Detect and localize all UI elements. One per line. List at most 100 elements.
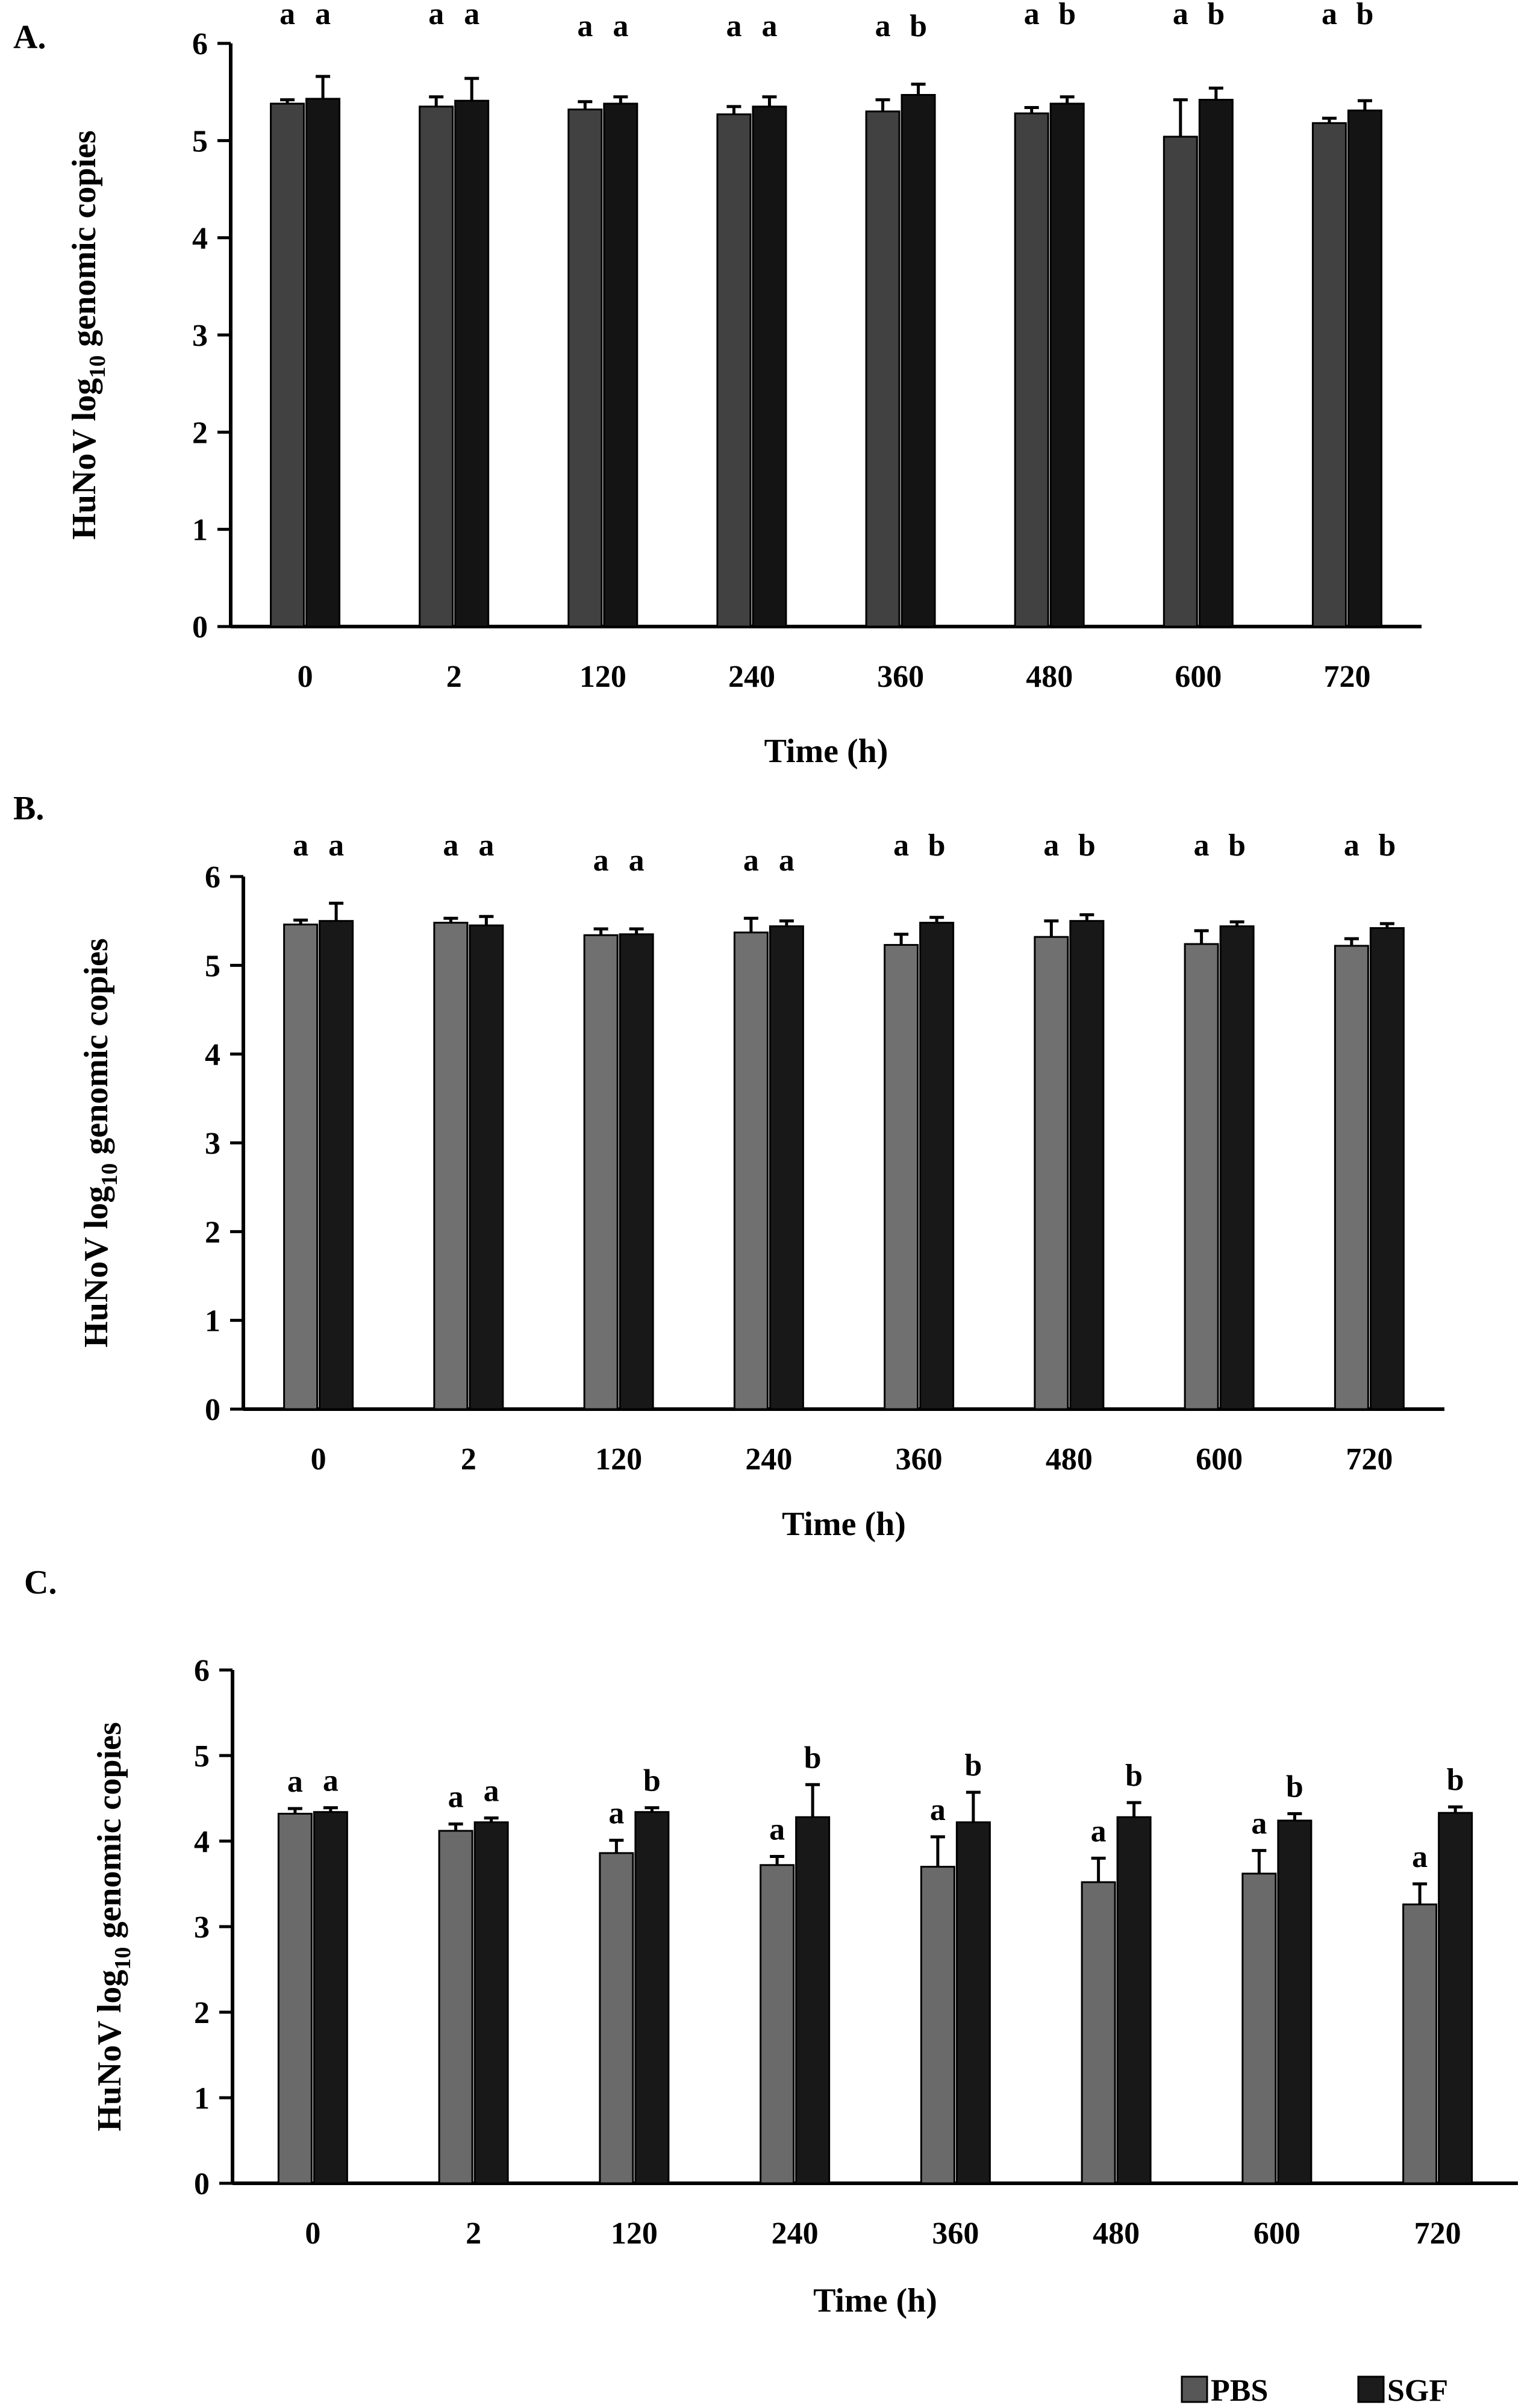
bar-pbs xyxy=(270,102,305,628)
significance-letter: a xyxy=(577,9,593,43)
bar-sgf xyxy=(1438,1812,1473,2184)
significance-letter: b xyxy=(1207,0,1225,31)
bar-sgf xyxy=(919,922,955,1410)
legend: PBS SGF xyxy=(1181,2374,1448,2408)
x-tick-label: 720 xyxy=(1323,660,1370,694)
bar-pbs xyxy=(733,931,769,1410)
significance-letter: a xyxy=(893,828,909,863)
x-tick-label: 480 xyxy=(1093,2216,1140,2251)
significance-letter: b xyxy=(643,1764,661,1798)
y-tick-label: 3 xyxy=(192,319,208,353)
panel-label: A. xyxy=(13,19,46,56)
bar-pbs xyxy=(438,1830,473,2184)
legend-label-sgf: SGF xyxy=(1387,2374,1448,2408)
significance-letter: a xyxy=(613,9,628,43)
bar-pbs xyxy=(283,924,319,1410)
bar-sgf xyxy=(795,1816,831,2184)
significance-letter: a xyxy=(1412,1840,1428,1874)
bar-pbs xyxy=(433,922,469,1410)
x-tick-label: 240 xyxy=(772,2216,819,2251)
x-tick-label: 0 xyxy=(305,2216,320,2251)
bar-pbs xyxy=(1014,112,1049,628)
y-tick-label: 1 xyxy=(192,513,208,548)
y-axis-title: HuNoV log10 genomic copies xyxy=(78,938,122,1347)
significance-letter: a xyxy=(1322,0,1337,31)
significance-letter: b xyxy=(1058,0,1076,31)
significance-letter: a xyxy=(779,843,794,878)
bar-pbs xyxy=(1311,122,1347,628)
significance-letter: a xyxy=(930,1793,946,1827)
x-tick-label: 360 xyxy=(896,1442,943,1477)
y-tick-label: 4 xyxy=(194,1825,210,1859)
significance-letter: b xyxy=(1447,1763,1464,1797)
x-tick-label: 2 xyxy=(446,660,462,694)
legend-swatch-sgf xyxy=(1357,2375,1385,2403)
x-tick-label: 120 xyxy=(595,1442,642,1477)
significance-letter: a xyxy=(328,828,344,863)
bar-pbs xyxy=(716,113,752,628)
y-tick-label: 1 xyxy=(205,1304,220,1339)
bar-sgf xyxy=(1277,1819,1313,2184)
bar-sgf xyxy=(769,925,804,1410)
significance-letter: a xyxy=(1194,828,1210,863)
bar-pbs xyxy=(1402,1903,1438,2184)
significance-letter: b xyxy=(1378,828,1396,863)
x-tick-label: 2 xyxy=(461,1442,476,1477)
y-axis-title: HuNoV log10 genomic copies xyxy=(91,1722,136,2131)
significance-letter: a xyxy=(279,0,295,31)
x-tick-label: 0 xyxy=(298,660,313,694)
bar-sgf xyxy=(634,1811,670,2184)
x-axis-title: Time (h) xyxy=(764,733,888,770)
y-tick-label: 5 xyxy=(205,949,220,983)
significance-letter: a xyxy=(428,0,444,31)
bar-sgf xyxy=(313,1811,348,2184)
bar-pbs xyxy=(1081,1881,1116,2184)
x-tick-label: 600 xyxy=(1175,660,1222,694)
significance-letter: b xyxy=(964,1748,982,1783)
bar-sgf xyxy=(1219,925,1255,1410)
panel-label: C. xyxy=(24,1564,57,1601)
x-tick-label: 600 xyxy=(1196,1442,1243,1477)
bar-pbs xyxy=(865,110,901,628)
x-tick-label: 720 xyxy=(1346,1442,1393,1477)
x-axis-title: Time (h) xyxy=(782,1506,906,1543)
bar-sgf xyxy=(752,105,787,628)
bar-sgf xyxy=(319,920,354,1410)
y-tick-label: 0 xyxy=(192,610,208,645)
significance-letter: b xyxy=(1356,0,1373,31)
bar-sgf xyxy=(1049,102,1085,628)
y-tick-label: 5 xyxy=(194,1739,210,1774)
significance-letter: a xyxy=(769,1813,785,1847)
bar-pbs xyxy=(599,1852,634,2184)
significance-letter: b xyxy=(1125,1759,1143,1793)
x-tick-label: 2 xyxy=(466,2216,481,2251)
x-tick-label: 120 xyxy=(611,2216,658,2251)
bar-sgf xyxy=(955,1821,991,2184)
legend-label-pbs: PBS xyxy=(1211,2374,1268,2408)
bar-pbs xyxy=(583,934,619,1410)
bar-pbs xyxy=(1034,936,1069,1410)
bar-sgf xyxy=(305,98,341,628)
x-tick-label: 360 xyxy=(932,2216,979,2251)
x-tick-label: 120 xyxy=(579,660,626,694)
y-tick-label: 2 xyxy=(192,416,208,450)
significance-letter: b xyxy=(804,1740,822,1775)
bar-pbs xyxy=(920,1866,955,2184)
bar-pbs xyxy=(567,108,603,628)
significance-letter: a xyxy=(287,1765,303,1799)
x-tick-label: 240 xyxy=(728,660,775,694)
significance-letter: b xyxy=(1078,828,1096,863)
significance-letter: a xyxy=(1173,0,1188,31)
bar-sgf xyxy=(1347,109,1382,628)
significance-letter: a xyxy=(478,828,494,863)
x-axis-title: Time (h) xyxy=(813,2282,937,2319)
x-tick-label: 360 xyxy=(877,660,924,694)
x-tick-label: 600 xyxy=(1253,2216,1300,2251)
significance-letter: a xyxy=(593,843,609,878)
significance-letter: b xyxy=(928,828,946,863)
significance-letter: a xyxy=(1091,1814,1107,1848)
significance-letter: a xyxy=(629,843,645,878)
